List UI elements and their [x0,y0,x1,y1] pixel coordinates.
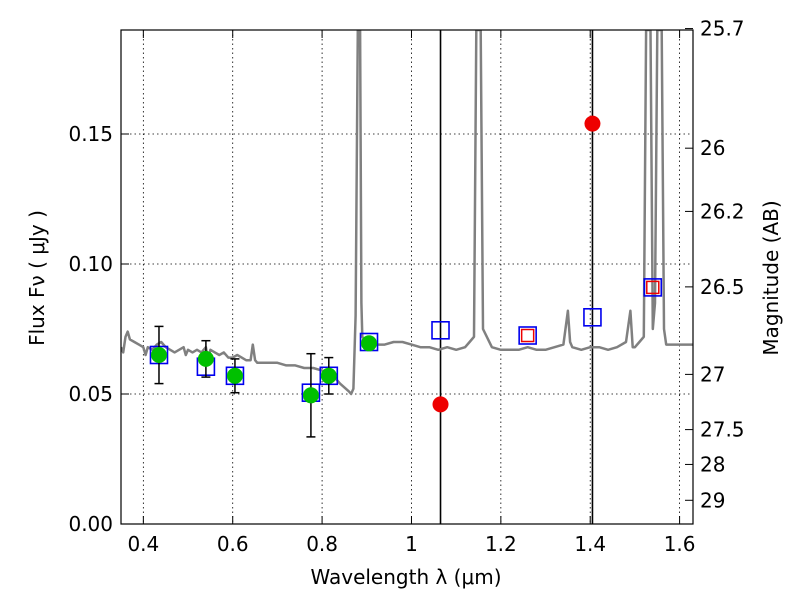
limit-photometry-square [646,280,660,295]
green-data-point [361,335,378,352]
y-axis-label: Flux Fν ( μJy ) [25,210,49,346]
x-axis-label: Wavelength λ (μm) [310,565,501,589]
y2-tick-label: 26 [700,136,725,160]
red-data-point [584,115,601,132]
y2-axis-label: Magnitude (AB) [759,200,783,355]
y2-tick-label: 26.5 [700,275,745,299]
green-data-point [150,347,167,363]
red-data-point [432,396,449,413]
y2-tick-label: 27.5 [700,418,745,442]
green-data-point [302,387,319,404]
x-tick-label: 0.4 [127,532,159,556]
x-tick-label: 1 [405,532,418,556]
limit-photometry-square [520,328,535,343]
axis-labels: Wavelength λ (μm) Flux Fν ( μJy ) Magnit… [25,200,783,589]
model-photometry-square [518,326,537,345]
y2-tick-label: 26.2 [700,199,745,223]
model-photometry-square [643,278,663,297]
y-tick-label: 0.15 [68,122,113,146]
y2-tick-label: 27 [700,362,725,386]
x-tick-label: 1.6 [664,532,696,556]
x-tick-label: 1.2 [485,532,517,556]
green-data-point [197,350,214,367]
y2-tick-label: 25.7 [700,17,745,41]
plot-area [121,30,693,524]
y2-tick-label: 28 [700,452,725,476]
x-tick-label: 0.8 [306,532,338,556]
model-photometry-square [583,307,602,327]
x-tick-label: 1.4 [574,532,606,556]
y-tick-label: 0.05 [68,382,113,406]
y2-tick-label: 29 [700,488,725,512]
y-tick-label: 0.10 [68,252,113,276]
y-tick-label: 0.00 [68,512,113,536]
x-tick-label: 0.6 [217,532,249,556]
model-photometry-square [431,320,450,340]
grid-lines [121,30,693,524]
axes: 0.4 0.6 0.8 1 1.2 1.4 1.6 0.00 0.05 0.10 0.15 25.7 2… [68,17,744,556]
green-data-point [226,367,243,384]
plot-frame [120,29,694,525]
green-data-point [320,367,337,384]
model-spectrum-line [121,30,693,396]
